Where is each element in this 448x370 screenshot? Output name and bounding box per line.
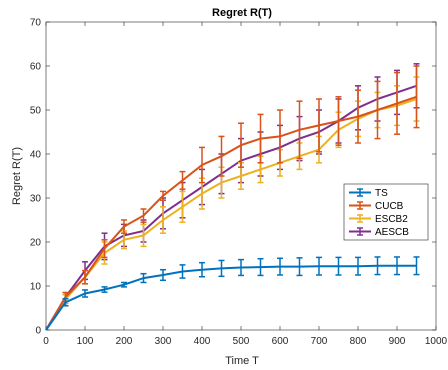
- x-tick-label: 1000: [425, 336, 448, 347]
- chart-title: Regret R(T): [212, 7, 272, 19]
- x-tick-label: 300: [155, 336, 172, 347]
- y-tick-label: 0: [35, 326, 41, 337]
- series-line: [45, 95, 417, 331]
- legend-item-cucb: CUCB: [349, 201, 404, 212]
- legend-label: CUCB: [375, 201, 404, 212]
- legend-label: ESCB2: [375, 214, 408, 225]
- series-line: [45, 264, 417, 331]
- legend-item-ts: TS: [349, 188, 388, 199]
- x-tick-label: 200: [116, 336, 133, 347]
- x-tick-label: 700: [311, 336, 328, 347]
- x-tick-label: 500: [233, 336, 250, 347]
- x-tick-label: 400: [194, 336, 211, 347]
- x-tick-label: 600: [272, 336, 289, 347]
- plot-area: 0 100 200 300 400 500 600 700 800 900 1000 0 10 20 30 4…: [30, 18, 448, 348]
- y-axis-label: Regret R(T): [11, 147, 23, 205]
- y-tick-label: 10: [30, 282, 42, 293]
- y-tick-label: 30: [30, 194, 42, 205]
- y-tick-label: 40: [30, 150, 42, 161]
- y-tick-label: 60: [30, 62, 42, 73]
- series-cucb: [45, 65, 420, 331]
- x-tick-label: 800: [350, 336, 367, 347]
- y-tick-label: 20: [30, 238, 42, 249]
- x-tick-label: 900: [389, 336, 406, 347]
- y-tick-label: 50: [30, 106, 42, 117]
- legend-item-aescb: AESCB: [349, 227, 409, 238]
- x-tick-label: 0: [43, 336, 49, 347]
- x-axis-label: Time T: [225, 355, 259, 367]
- legend-label: AESCB: [375, 227, 409, 238]
- x-tick-label: 100: [77, 336, 94, 347]
- legend: TS CUCB ESCB2 AESCB: [343, 183, 429, 241]
- series-line: [45, 98, 417, 331]
- y-tick-label: 70: [30, 18, 42, 29]
- series-ts: [45, 256, 420, 331]
- legend-label: TS: [375, 188, 388, 199]
- legend-item-escb2: ESCB2: [349, 214, 408, 225]
